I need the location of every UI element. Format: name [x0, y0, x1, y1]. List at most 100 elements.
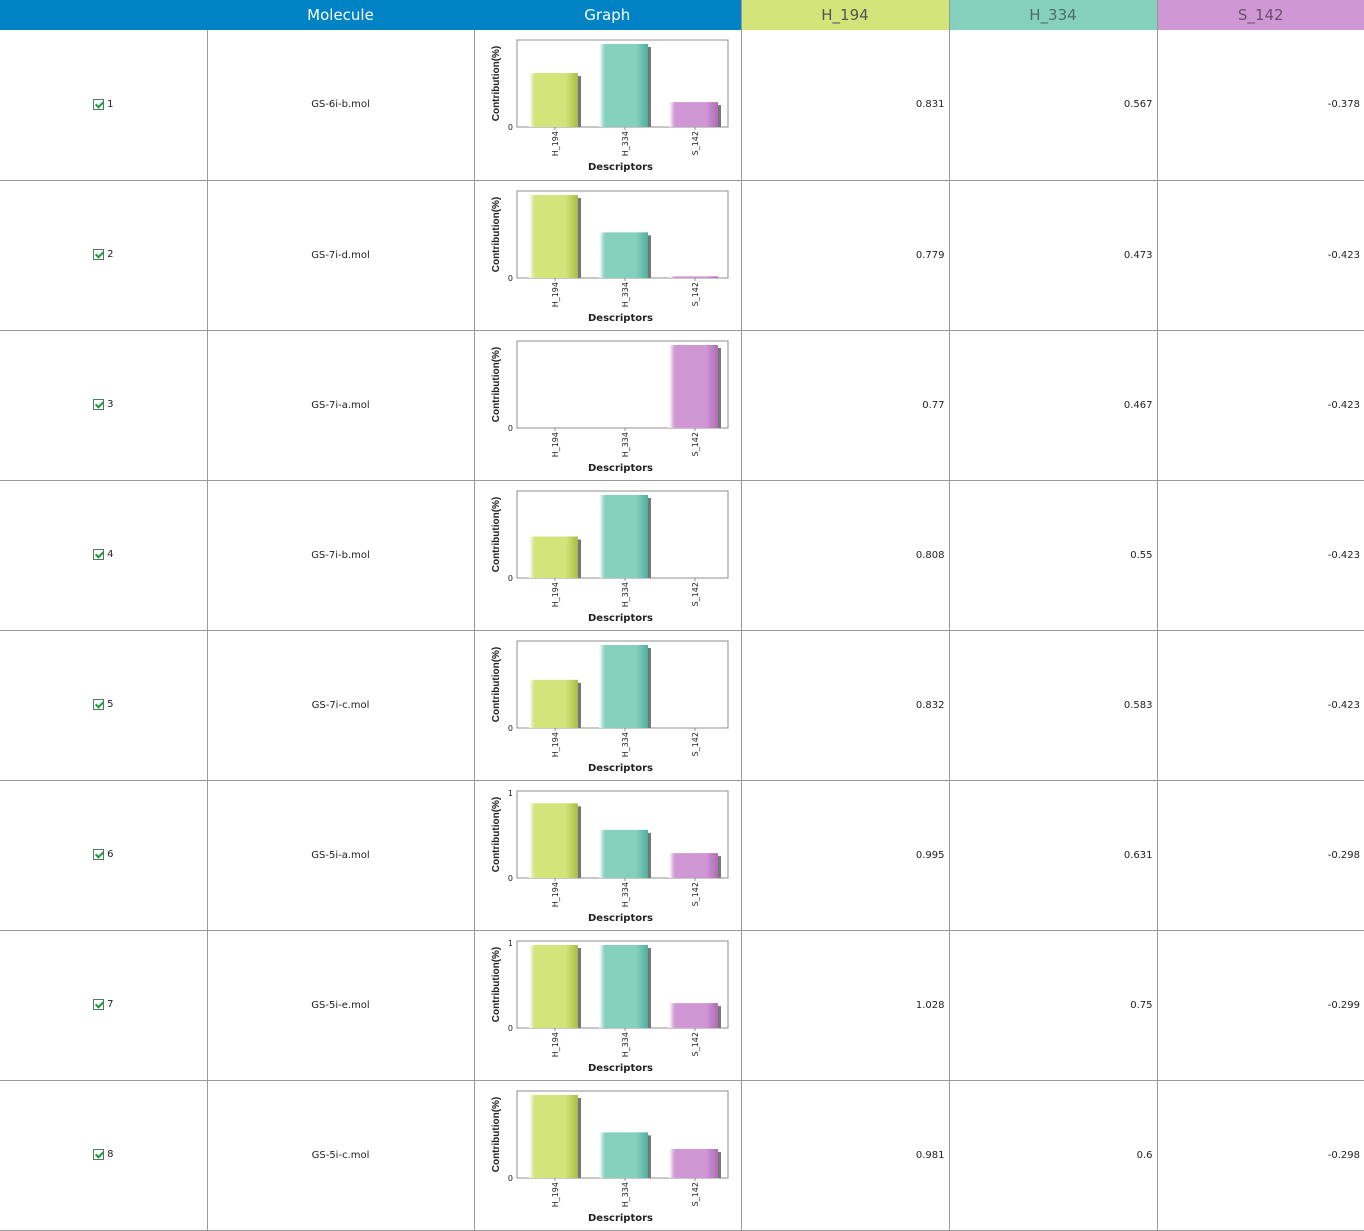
table-row[interactable]: 4 GS-7i-b.mol Contribution(%) 0 H_194 H_334 S_… [0, 480, 1364, 631]
x-axis-label: Descriptors [587, 613, 652, 624]
bar-h-334 [598, 1131, 648, 1178]
value-h334: 0.583 [949, 630, 1158, 781]
molecule-name: GS-5i-c.mol [207, 1080, 475, 1231]
value-s142: -0.423 [1157, 480, 1364, 631]
header-h194[interactable]: H_194 [741, 0, 950, 30]
row-index: 3 [107, 399, 114, 411]
x-axis-label: Descriptors [587, 1063, 652, 1074]
header-s142[interactable]: S_142 [1157, 0, 1364, 30]
row-index-cell: 1 [0, 30, 208, 181]
bar-h-194 [528, 194, 578, 278]
x-tick-label: H_334 [621, 1182, 630, 1207]
y-tick-label: 0 [507, 424, 512, 433]
value-s142: -0.423 [1157, 180, 1364, 331]
table-row[interactable]: 6 GS-5i-a.mol Contribution(%) 0 1 H_194 H_334 S… [0, 780, 1364, 931]
value-s142: -0.298 [1157, 1080, 1364, 1231]
table-row[interactable]: 8 GS-5i-c.mol Contribution(%) 0 H_194 H_334 S_… [0, 1080, 1364, 1231]
table-row[interactable]: 2 GS-7i-d.mol Contribution(%) 0 H_194 H_334 S_… [0, 180, 1364, 331]
row-index-cell: 5 [0, 630, 208, 781]
header-h334[interactable]: H_334 [949, 0, 1158, 30]
header-row: Molecule Graph H_194 H_334 S_142 [0, 0, 1364, 30]
x-tick-label: S_142 [691, 1182, 700, 1206]
bar-h-334 [598, 44, 648, 127]
x-axis-label: Descriptors [587, 463, 652, 474]
row-index-cell: 6 [0, 780, 208, 931]
header-graph[interactable]: Graph [474, 0, 742, 30]
value-h194: 0.832 [741, 630, 950, 781]
row-checkbox[interactable] [93, 1149, 105, 1161]
value-h194: 0.995 [741, 780, 950, 931]
row-index: 1 [107, 99, 114, 110]
x-tick-label: H_334 [621, 131, 630, 156]
value-h194: 0.779 [741, 180, 950, 331]
row-checkbox[interactable] [93, 99, 105, 110]
contribution-chart: Contribution(%) 0 H_194 H_334 S_142 Descripto… [491, 490, 728, 624]
row-checkbox[interactable] [93, 549, 105, 561]
value-h334: 0.467 [949, 330, 1158, 481]
x-tick-label: S_142 [691, 131, 700, 155]
bar-s-142 [668, 102, 718, 127]
x-axis-label: Descriptors [587, 763, 652, 774]
row-checkbox[interactable] [93, 699, 105, 711]
header-molecule[interactable]: Molecule [207, 0, 474, 30]
row-index: 2 [107, 249, 114, 261]
value-s142: -0.378 [1157, 30, 1364, 181]
x-axis-label: Descriptors [587, 162, 652, 173]
contribution-chart: Contribution(%) 0 1 H_194 H_334 S_142 Descript… [491, 789, 728, 924]
molecule-name: GS-7i-d.mol [207, 180, 475, 331]
y-tick-label: 1 [507, 789, 512, 798]
bar-h-334 [598, 231, 648, 278]
graph-cell: Contribution(%) 0 H_194 H_334 S_142 Descripto… [474, 480, 742, 631]
x-tick-label: H_194 [551, 1182, 560, 1207]
table-row[interactable]: 7 GS-5i-e.mol Contribution(%) 0 1 H_194 H_334 S… [0, 930, 1364, 1081]
x-tick-label: H_334 [621, 1032, 630, 1057]
header-index[interactable] [0, 0, 207, 30]
y-axis-label: Contribution(%) [491, 346, 502, 422]
x-tick-label: S_142 [691, 882, 700, 906]
y-tick-label: 0 [507, 724, 512, 733]
row-checkbox[interactable] [93, 249, 105, 261]
x-axis-label: Descriptors [587, 913, 652, 924]
value-h334: 0.567 [949, 30, 1158, 181]
table-row[interactable]: 1 GS-6i-b.mol Contribution(%) 0 H_194 H_334 S_… [0, 30, 1364, 181]
row-checkbox[interactable] [93, 399, 105, 411]
contribution-chart: Contribution(%) 0 H_194 H_334 S_142 Descripto… [491, 1090, 728, 1224]
graph-cell: Contribution(%) 0 H_194 H_334 S_142 Descripto… [474, 330, 742, 481]
value-h334: 0.6 [949, 1080, 1158, 1231]
row-checkbox[interactable] [93, 999, 105, 1011]
bar-s-142 [668, 1148, 718, 1178]
value-h194: 0.981 [741, 1080, 950, 1231]
table-body: 1 GS-6i-b.mol Contribution(%) 0 H_194 H_334 S_… [0, 30, 1364, 1231]
y-axis-label: Contribution(%) [491, 796, 502, 872]
value-h194: 1.028 [741, 930, 950, 1081]
bar-h-194 [528, 73, 578, 127]
row-index: 4 [107, 549, 114, 561]
graph-cell: Contribution(%) 0 H_194 H_334 S_142 Descripto… [474, 1080, 742, 1231]
row-index-cell: 4 [0, 480, 208, 631]
row-index: 6 [107, 849, 114, 861]
y-axis-label: Contribution(%) [491, 946, 502, 1022]
table-row[interactable]: 3 GS-7i-a.mol Contribution(%) 0 H_194 H_334 S_… [0, 330, 1364, 481]
value-h194: 0.831 [741, 30, 950, 181]
value-s142: -0.423 [1157, 330, 1364, 481]
y-tick-label: 0 [507, 123, 512, 132]
table-row[interactable]: 5 GS-7i-c.mol Contribution(%) 0 H_194 H_334 S_… [0, 630, 1364, 781]
x-tick-label: H_334 [621, 732, 630, 757]
value-s142: -0.298 [1157, 780, 1364, 931]
bar-h-334 [598, 644, 648, 728]
contribution-chart: Contribution(%) 0 H_194 H_334 S_142 Descripto… [491, 640, 728, 774]
y-tick-label: 1 [507, 939, 512, 948]
bar-h-194 [528, 1094, 578, 1178]
x-tick-label: S_142 [691, 432, 700, 456]
bar-s-142 [668, 852, 718, 878]
row-index: 8 [107, 1149, 114, 1161]
value-h334: 0.631 [949, 780, 1158, 931]
molecule-name: GS-5i-a.mol [207, 780, 475, 931]
bar-s-142 [668, 275, 718, 278]
graph-cell: Contribution(%) 0 1 H_194 H_334 S_142 Descript… [474, 780, 742, 931]
contribution-chart: Contribution(%) 0 H_194 H_334 S_142 Descripto… [491, 340, 728, 474]
x-tick-label: S_142 [691, 732, 700, 756]
row-index-cell: 8 [0, 1080, 208, 1231]
row-checkbox[interactable] [93, 849, 105, 861]
bar-h-334 [598, 494, 648, 578]
